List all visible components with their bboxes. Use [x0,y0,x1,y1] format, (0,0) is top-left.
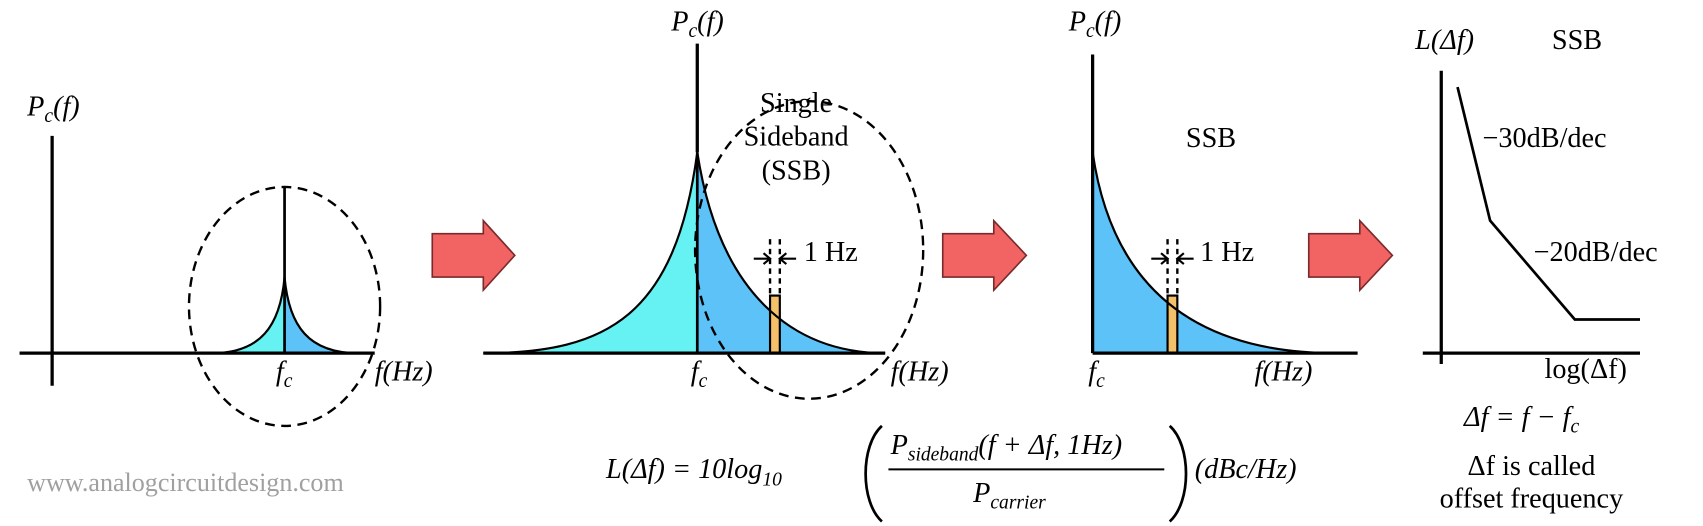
annotation: SSB [1186,123,1236,154]
formula-units: (dBc/Hz) [1195,454,1297,485]
x-label: f(Hz) [1254,356,1312,387]
y-label: L(Δf) [1414,25,1474,56]
formula-lhs: L(Δf) = 10log10 [605,454,782,491]
numerator: Psideband(f + Δf, 1Hz) [890,430,1123,466]
panel-phase-noise: L(Δf) SSB −30dB/dec −20dB/dec log(Δf) Δf… [1414,25,1657,514]
highlight-ellipse [187,185,382,428]
carrier-label: fc [276,356,293,392]
arrow [431,218,516,293]
formula-part: L(Δf) = 10log [605,454,762,485]
label-sub: c [699,371,708,392]
formula-sub: 10 [762,470,782,491]
bin-label: 1 Hz [804,237,858,268]
label-sub: c [1086,21,1095,42]
note: offset frequency [1440,483,1624,514]
slope-label: −20dB/dec [1534,237,1658,268]
watermark: www.analogcircuitdesign.com [27,468,344,497]
lower-sideband [483,152,698,354]
annotation: Sideband [744,122,849,153]
y-label: Pc(f) [26,91,80,127]
label-part: P [26,91,44,122]
label-sub: c [1570,416,1579,437]
label-sub: c [688,21,697,42]
upper-sideband [284,277,359,354]
upper-sideband [697,152,886,354]
formula-sub: sideband [908,445,979,466]
annotation: Single [760,88,832,119]
bin-label: 1 Hz [1200,237,1254,268]
spectrum-curve [1091,152,1336,355]
annotation: (SSB) [762,155,831,186]
title: SSB [1552,25,1602,56]
panel-carrier: Pc(f) fc f(Hz) [19,91,433,428]
label-part: Δf = f − f [1463,402,1575,433]
formula: L(Δf) = 10log10 Psideband(f + Δf, 1Hz) P… [605,424,1297,523]
label-part: P [1068,7,1086,38]
highlight-ellipse [693,99,925,400]
label-part: P [670,7,688,38]
one-hz-bin [768,294,781,355]
label-part: (f) [697,7,724,38]
paren [864,424,883,523]
paren [1168,424,1188,523]
label-part: (f) [1095,7,1122,38]
bin-arrows [1151,252,1194,265]
arrow [1307,218,1394,293]
label-part: (f) [53,91,80,122]
denominator: Pcarrier [972,478,1046,514]
label-sub: c [284,371,293,392]
label-sub: c [44,106,53,127]
formula-part: (f + Δf, 1Hz) [978,430,1122,461]
arrow [941,218,1028,293]
formula-sub: carrier [990,492,1046,513]
noise-profile [1456,86,1641,321]
panel-ssb: SSB 1 Hz Pc(f) fc f(Hz) [1068,7,1358,392]
formula-part: P [890,430,908,461]
x-label: log(Δf) [1544,354,1626,385]
bin-arrows [753,252,797,265]
y-label: Pc(f) [670,7,724,43]
x-label: f(Hz) [891,356,949,387]
carrier-label: fc [691,356,708,392]
carrier-label: fc [1088,356,1105,392]
lower-sideband [211,277,285,354]
formula-part: P [972,478,990,509]
label-sub: c [1096,371,1105,392]
y-label: Pc(f) [1068,7,1122,43]
upper-sideband [1092,152,1336,354]
definition: Δf = f − fc [1463,402,1579,438]
x-label: f(Hz) [375,356,433,387]
note: Δf is called [1467,451,1595,482]
slope-label: −30dB/dec [1483,123,1607,154]
panel-sideband: Single Sideband (SSB) 1 Hz Pc(f) fc f(Hz… [483,7,949,400]
